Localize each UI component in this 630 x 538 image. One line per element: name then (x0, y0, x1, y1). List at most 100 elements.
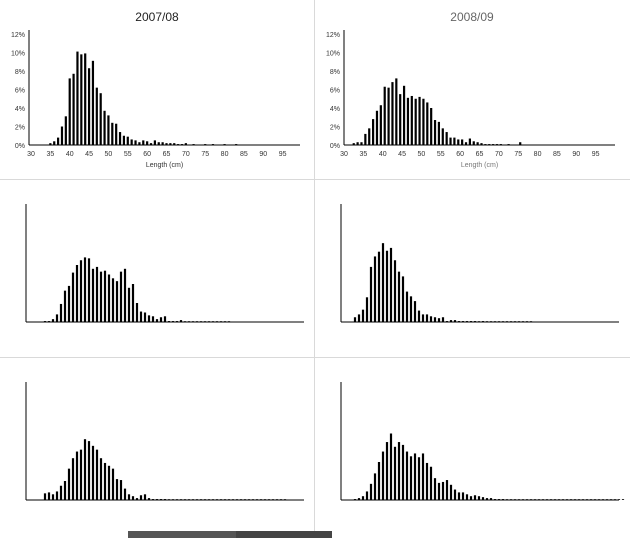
bar (146, 141, 149, 145)
bar (429, 466, 433, 500)
bar (159, 317, 163, 322)
bar (179, 320, 183, 322)
bar (613, 499, 617, 500)
bar (499, 144, 502, 145)
bar (537, 499, 541, 500)
bar (549, 499, 553, 500)
bar (107, 465, 111, 500)
bar (163, 499, 167, 500)
bar (521, 499, 525, 500)
bar (553, 499, 557, 500)
bar (76, 51, 79, 146)
bar (255, 499, 259, 500)
bar (72, 73, 75, 145)
bar (577, 499, 581, 500)
y-tick-label: 2% (15, 125, 25, 132)
bar (513, 321, 517, 322)
bar (67, 468, 71, 500)
bar (122, 135, 126, 145)
bar (259, 499, 263, 500)
x-tick-label: 85 (553, 151, 561, 158)
bar (379, 105, 382, 145)
bar (589, 499, 593, 500)
bar (49, 143, 52, 145)
bar (134, 140, 137, 145)
bar (123, 488, 127, 500)
bar (87, 68, 91, 145)
bar (75, 265, 79, 322)
bar (147, 315, 151, 322)
y-tick-label: 10% (11, 51, 25, 58)
bar (195, 499, 199, 500)
bar (131, 284, 135, 322)
bar (365, 491, 369, 500)
bar (385, 250, 389, 322)
scrollbar-tab-right[interactable] (236, 531, 332, 538)
bar (155, 499, 159, 500)
bar (139, 311, 143, 322)
bar (484, 144, 487, 145)
bar (207, 321, 211, 322)
bar (441, 481, 445, 500)
bar (83, 439, 87, 500)
bar (227, 321, 231, 322)
x-tick-label: 45 (85, 151, 93, 158)
y-tick-label: 6% (15, 88, 25, 95)
bar (151, 499, 155, 500)
bar (453, 489, 457, 500)
bar (397, 271, 401, 322)
bar (79, 260, 83, 322)
bar (441, 128, 444, 145)
bar (368, 128, 371, 145)
bar (83, 257, 87, 322)
bar (107, 274, 111, 322)
bar (53, 141, 56, 145)
bar (533, 499, 537, 500)
bar (507, 144, 510, 145)
bar (59, 485, 63, 500)
bar (71, 272, 75, 322)
bar (103, 270, 107, 322)
bar (465, 321, 469, 322)
x-tick-label: 30 (27, 151, 35, 158)
bar (103, 110, 106, 145)
bar (557, 499, 561, 500)
bar (147, 498, 151, 500)
bar (413, 301, 417, 322)
x-tick-label: 55 (437, 151, 445, 158)
bar (361, 496, 365, 500)
bar (275, 499, 279, 500)
bar (135, 498, 139, 500)
y-tick-label: 12% (11, 32, 25, 39)
bar (203, 321, 207, 322)
bar (417, 310, 421, 322)
bar (60, 126, 64, 145)
bar (397, 442, 401, 500)
bar (488, 144, 491, 145)
bar (381, 451, 385, 500)
bar (135, 303, 139, 322)
bar (195, 321, 199, 322)
chart-title: 2008/09 (450, 10, 494, 24)
y-tick-label: 2% (330, 125, 340, 132)
panel-divider-vertical (314, 0, 315, 538)
bar (91, 268, 95, 322)
bar (414, 98, 417, 145)
bar (119, 271, 123, 322)
bar (227, 499, 231, 500)
chart-title: 2007/08 (135, 10, 179, 24)
bar (609, 499, 613, 500)
bar (111, 122, 114, 145)
chart-panel-5 (0, 358, 314, 536)
chart-svg (25, 204, 304, 323)
scrollbar-tab-left[interactable] (128, 531, 236, 538)
x-tick-label: 90 (572, 151, 580, 158)
bar (235, 144, 238, 145)
bar (381, 243, 385, 322)
bar (465, 494, 469, 500)
bar (231, 499, 235, 500)
bar (364, 133, 367, 145)
bar (517, 499, 521, 500)
bar (464, 142, 468, 145)
bar (55, 491, 59, 500)
